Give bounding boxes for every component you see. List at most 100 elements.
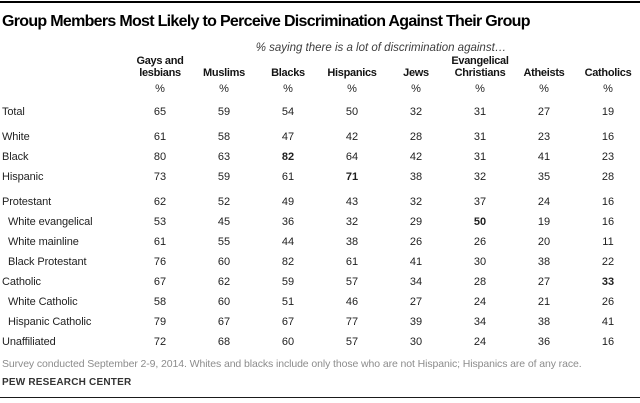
table-row: Black 80 63 82 64 42 31 41 23 (0, 147, 640, 167)
row-label: White evangelical (8, 216, 93, 228)
value-cell: 42 (409, 151, 423, 163)
col-header-atheists: Atheists (523, 66, 565, 79)
value-cell: 60 (281, 336, 295, 348)
value-cell: 44 (281, 236, 295, 248)
value-cell: 36 (537, 336, 551, 348)
value-cell: 22 (601, 256, 615, 268)
value-cell: 63 (217, 151, 231, 163)
unit-cell: % (475, 82, 485, 95)
table-row: Hispanic 73 59 61 71 38 32 35 28 (0, 167, 640, 187)
table-subtitle: % saying there is a lot of discriminatio… (255, 42, 507, 54)
row-label: Protestant (2, 196, 52, 208)
value-cell: 51 (281, 296, 295, 308)
value-cell: 27 (409, 296, 423, 308)
unit-cell: % (347, 82, 357, 95)
table-body: Total 65 59 54 50 32 31 27 19 White 61 58 47 42 28 31 23… (0, 96, 640, 352)
top-divider (0, 1, 640, 3)
value-cell: 64 (345, 151, 359, 163)
value-cell: 67 (217, 316, 231, 328)
value-cell: 31 (473, 131, 487, 143)
value-cell: 24 (473, 336, 487, 348)
value-cell: 38 (345, 236, 359, 248)
value-cell: 58 (217, 131, 231, 143)
survey-note: Survey conducted September 2-9, 2014. Wh… (2, 358, 582, 370)
discrimination-table: Gays and lesbians Muslims Blacks Hispani… (0, 55, 640, 352)
value-cell: 28 (601, 171, 615, 183)
value-cell: 34 (409, 276, 423, 288)
value-cell: 73 (153, 171, 167, 183)
value-cell: 28 (409, 131, 423, 143)
value-cell: 58 (153, 296, 167, 308)
value-cell: 82 (281, 256, 295, 268)
row-label: Black (2, 151, 29, 163)
table-row: Catholic 67 62 59 57 34 28 27 33 (0, 272, 640, 292)
table-row: White mainline 61 55 44 38 26 26 20 11 (0, 232, 640, 252)
value-cell: 80 (153, 151, 167, 163)
value-cell: 59 (217, 106, 231, 118)
value-cell: 57 (345, 336, 359, 348)
unit-cell: % (219, 82, 229, 95)
value-cell: 28 (473, 276, 487, 288)
unit-cell: % (411, 82, 421, 95)
value-cell: 30 (473, 256, 487, 268)
value-cell: 49 (281, 196, 295, 208)
value-cell: 76 (153, 256, 167, 268)
value-cell: 37 (473, 196, 487, 208)
table-row: Unaffiliated 72 68 60 57 30 24 36 16 (0, 332, 640, 352)
value-cell: 52 (217, 196, 231, 208)
value-cell: 61 (153, 131, 167, 143)
value-cell: 27 (537, 276, 551, 288)
value-cell: 31 (473, 151, 487, 163)
col-header-catholics: Catholics (584, 66, 632, 79)
row-label: Total (2, 106, 25, 118)
value-cell: 65 (153, 106, 167, 118)
value-cell: 42 (345, 131, 359, 143)
value-cell: 57 (345, 276, 359, 288)
row-label-header (0, 56, 128, 81)
value-cell: 19 (537, 216, 551, 228)
value-cell: 41 (537, 151, 551, 163)
row-label: Black Protestant (8, 256, 87, 268)
value-cell: 23 (537, 131, 551, 143)
value-cell: 27 (537, 106, 551, 118)
value-cell: 53 (153, 216, 167, 228)
value-cell: 16 (601, 196, 615, 208)
value-cell: 67 (281, 316, 295, 328)
value-cell: 32 (409, 106, 423, 118)
value-cell: 24 (537, 196, 551, 208)
value-cell: 59 (281, 276, 295, 288)
value-cell: 41 (409, 256, 423, 268)
table-row: White Catholic 58 60 51 46 27 24 21 26 (0, 292, 640, 312)
value-cell: 62 (217, 276, 231, 288)
value-cell: 77 (345, 316, 359, 328)
value-cell: 23 (601, 151, 615, 163)
value-cell: 61 (345, 256, 359, 268)
value-cell: 16 (601, 336, 615, 348)
table-row: Total 65 59 54 50 32 31 27 19 (0, 102, 640, 122)
value-cell: 30 (409, 336, 423, 348)
row-label: Catholic (2, 276, 41, 288)
col-header-evangelical-christians: Evangelical Christians (451, 55, 509, 79)
value-cell: 39 (409, 316, 423, 328)
value-cell: 50 (473, 216, 487, 228)
value-cell: 32 (409, 196, 423, 208)
column-header-row: Gays and lesbians Muslims Blacks Hispani… (0, 55, 640, 81)
row-label: Unaffiliated (2, 336, 56, 348)
value-cell: 60 (217, 256, 231, 268)
col-header-gays-and-lesbians: Gays and lesbians (136, 55, 184, 79)
row-label: White Catholic (8, 296, 78, 308)
value-cell: 45 (217, 216, 231, 228)
row-label: Hispanic (2, 171, 44, 183)
table-row: White 61 58 47 42 28 31 23 16 (0, 127, 640, 147)
col-header-hispanics: Hispanics (327, 66, 377, 79)
page-title: Group Members Most Likely to Perceive Di… (2, 13, 530, 30)
value-cell: 41 (601, 316, 615, 328)
value-cell: 21 (537, 296, 551, 308)
value-cell: 72 (153, 336, 167, 348)
bottom-divider (0, 397, 640, 398)
value-cell: 38 (537, 316, 551, 328)
value-cell: 32 (345, 216, 359, 228)
value-cell: 54 (281, 106, 295, 118)
value-cell: 68 (217, 336, 231, 348)
